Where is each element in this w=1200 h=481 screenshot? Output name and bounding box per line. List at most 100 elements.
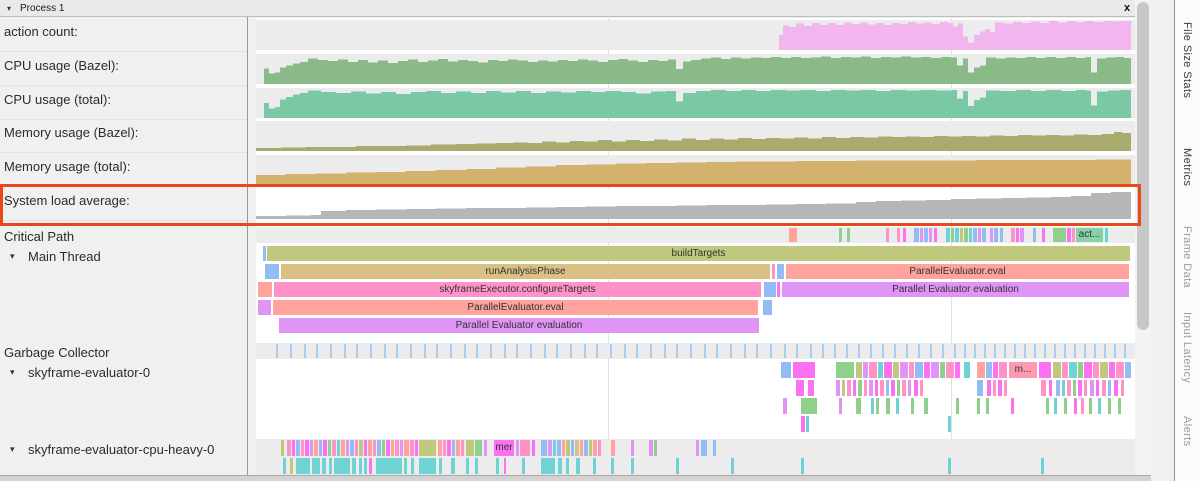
gc-tick[interactable] <box>942 344 944 358</box>
skyframe-evaluator-cpu-heavy-0-slice[interactable] <box>290 458 293 474</box>
skyframe-evaluator-cpu-heavy-0-slice[interactable] <box>301 440 304 456</box>
skyframe-evaluator-cpu-heavy-0-slice[interactable] <box>731 458 734 474</box>
skyframe-evaluator-cpu-heavy-0-slice[interactable] <box>580 440 583 456</box>
skyframe-evaluator-cpu-heavy-0-slice[interactable] <box>466 440 474 456</box>
gc-tick[interactable] <box>410 344 412 358</box>
skyframe-evaluator-cpu-heavy-0-slice[interactable] <box>439 458 442 474</box>
critical-path-slice[interactable] <box>969 228 972 242</box>
side-tab-metrics[interactable]: Metrics <box>1181 148 1193 187</box>
skyframe-evaluator-0-slice[interactable] <box>911 398 914 414</box>
gc-tick[interactable] <box>1014 344 1016 358</box>
counter-chart-cpu-usage--bazel)-[interactable] <box>256 54 1135 84</box>
main-thread-slice-buildTargets[interactable]: buildTargets <box>267 246 1130 261</box>
skyframe-evaluator-0-slice[interactable] <box>781 362 791 378</box>
skyframe-evaluator-0-slice[interactable] <box>977 362 985 378</box>
critical-path-slice[interactable] <box>946 228 950 242</box>
skyframe-evaluator-0-slice[interactable] <box>987 380 991 396</box>
skyframe-evaluator-cpu-heavy-0-slice[interactable] <box>395 440 399 456</box>
skyframe-evaluator-cpu-heavy-0-slice[interactable] <box>332 440 336 456</box>
skyframe-evaluator-0-slice[interactable] <box>902 380 906 396</box>
gc-tick[interactable] <box>330 344 332 358</box>
skyframe-evaluator-0-slice[interactable] <box>940 362 945 378</box>
skyframe-evaluator-cpu-heavy-0-slice[interactable] <box>359 458 362 474</box>
gc-tick[interactable] <box>964 344 966 358</box>
skyframe-evaluator-0-slice[interactable] <box>900 362 908 378</box>
gc-tick[interactable] <box>276 344 278 358</box>
skyframe-evaluator-cpu-heavy-0-slice[interactable] <box>557 440 561 456</box>
skyframe-evaluator-0-slice[interactable] <box>856 398 861 414</box>
skyframe-evaluator-cpu-heavy-0-slice[interactable] <box>553 440 556 456</box>
gc-tick[interactable] <box>544 344 546 358</box>
skyframe-evaluator-0-slice[interactable] <box>1108 398 1111 414</box>
gc-tick[interactable] <box>744 344 746 358</box>
gc-tick[interactable] <box>1044 344 1046 358</box>
critical-path-slice[interactable] <box>839 228 842 242</box>
skyframe-evaluator-0-slice[interactable] <box>946 362 954 378</box>
skyframe-evaluator-0-slice[interactable] <box>964 362 970 378</box>
skyframe-evaluator-0-slice[interactable] <box>1069 362 1077 378</box>
side-tab-frame-data[interactable]: Frame Data <box>1181 226 1193 289</box>
gc-tick[interactable] <box>704 344 706 358</box>
skyframe-evaluator-0-slice[interactable] <box>897 380 900 396</box>
track-viewport[interactable]: act... buildTargets runAnalysisPhase Parall… <box>256 18 1135 475</box>
thread-label-skyframe-evaluator-0[interactable]: skyframe-evaluator-0 <box>28 365 151 380</box>
critical-path-slice[interactable] <box>1033 228 1036 242</box>
skyframe-evaluator-0-slice[interactable] <box>886 398 890 414</box>
gc-tick[interactable] <box>290 344 292 358</box>
skyframe-evaluator-0-slice[interactable] <box>884 362 892 378</box>
skyframe-evaluator-cpu-heavy-0-slice[interactable] <box>352 458 356 474</box>
gc-tick[interactable] <box>906 344 908 358</box>
critical-path-slice-act[interactable]: act... <box>1076 228 1103 242</box>
counter-chart-memory-usage--bazel)-[interactable] <box>256 121 1135 151</box>
main-thread-slice[interactable] <box>772 264 775 279</box>
critical-path-slice[interactable] <box>920 228 923 242</box>
skyframe-evaluator-cpu-heavy-0-slice[interactable] <box>355 440 358 456</box>
skyframe-evaluator-0-slice[interactable] <box>801 398 817 414</box>
skyframe-evaluator-cpu-heavy-0-slice[interactable] <box>566 458 569 474</box>
gc-tick[interactable] <box>756 344 758 358</box>
critical-path-slice[interactable] <box>789 228 797 242</box>
skyframe-evaluator-cpu-heavy-0-slice[interactable] <box>713 440 716 456</box>
critical-path-slice[interactable] <box>1053 228 1066 242</box>
skyframe-evaluator-cpu-heavy-0-slice[interactable] <box>541 440 547 456</box>
gc-tick[interactable] <box>930 344 932 358</box>
gc-tick[interactable] <box>584 344 586 358</box>
skyframe-evaluator-cpu-heavy-0-slice[interactable] <box>447 440 451 456</box>
skyframe-evaluator-0-slice[interactable] <box>856 362 862 378</box>
skyframe-evaluator-0-slice[interactable] <box>864 380 867 396</box>
critical-path-slice[interactable] <box>897 228 900 242</box>
skyframe-evaluator-0-slice[interactable] <box>1098 398 1101 414</box>
side-tab-input-latency[interactable]: Input Latency <box>1181 312 1193 384</box>
skyframe-evaluator-cpu-heavy-0-slice[interactable] <box>376 458 402 474</box>
skyframe-evaluator-0-slice[interactable] <box>1062 362 1068 378</box>
skyframe-evaluator-cpu-heavy-0-slice[interactable] <box>598 440 601 456</box>
skyframe-evaluator-cpu-heavy-0-slice[interactable] <box>611 440 615 456</box>
skyframe-evaluator-0-slice[interactable] <box>1089 398 1092 414</box>
main-thread-slice[interactable] <box>265 264 279 279</box>
skyframe-evaluator-cpu-heavy-0-slice[interactable] <box>292 440 295 456</box>
critical-path-slice[interactable] <box>929 228 932 242</box>
skyframe-evaluator-cpu-heavy-0-slice[interactable] <box>576 458 580 474</box>
skyframe-evaluator-0-slice[interactable] <box>1121 380 1124 396</box>
gc-tick[interactable] <box>974 344 976 358</box>
skyframe-evaluator-0-slice[interactable] <box>1078 362 1083 378</box>
gc-tick[interactable] <box>954 344 956 358</box>
thread-label-main-thread[interactable]: Main Thread <box>28 249 101 264</box>
gc-tick[interactable] <box>596 344 598 358</box>
vertical-scrollbar-thumb[interactable] <box>1137 2 1149 330</box>
skyframe-evaluator-cpu-heavy-0-slice[interactable] <box>593 458 596 474</box>
critical-path-slice[interactable] <box>982 228 986 242</box>
collapse-arrow-icon[interactable]: ▾ <box>10 251 15 261</box>
skyframe-evaluator-0-slice[interactable] <box>808 380 814 396</box>
skyframe-evaluator-cpu-heavy-0-slice[interactable] <box>593 440 597 456</box>
skyframe-evaluator-cpu-heavy-0-slice[interactable] <box>369 458 372 474</box>
gc-tick[interactable] <box>770 344 772 358</box>
gc-tick[interactable] <box>984 344 986 358</box>
gc-tick[interactable] <box>676 344 678 358</box>
skyframe-evaluator-cpu-heavy-0-slice[interactable] <box>541 458 555 474</box>
skyframe-evaluator-0-slice[interactable] <box>869 362 877 378</box>
skyframe-evaluator-0-slice[interactable] <box>880 380 884 396</box>
gc-tick[interactable] <box>882 344 884 358</box>
skyframe-evaluator-0-slice[interactable] <box>999 362 1007 378</box>
skyframe-evaluator-cpu-heavy-0-slice[interactable] <box>466 458 469 474</box>
